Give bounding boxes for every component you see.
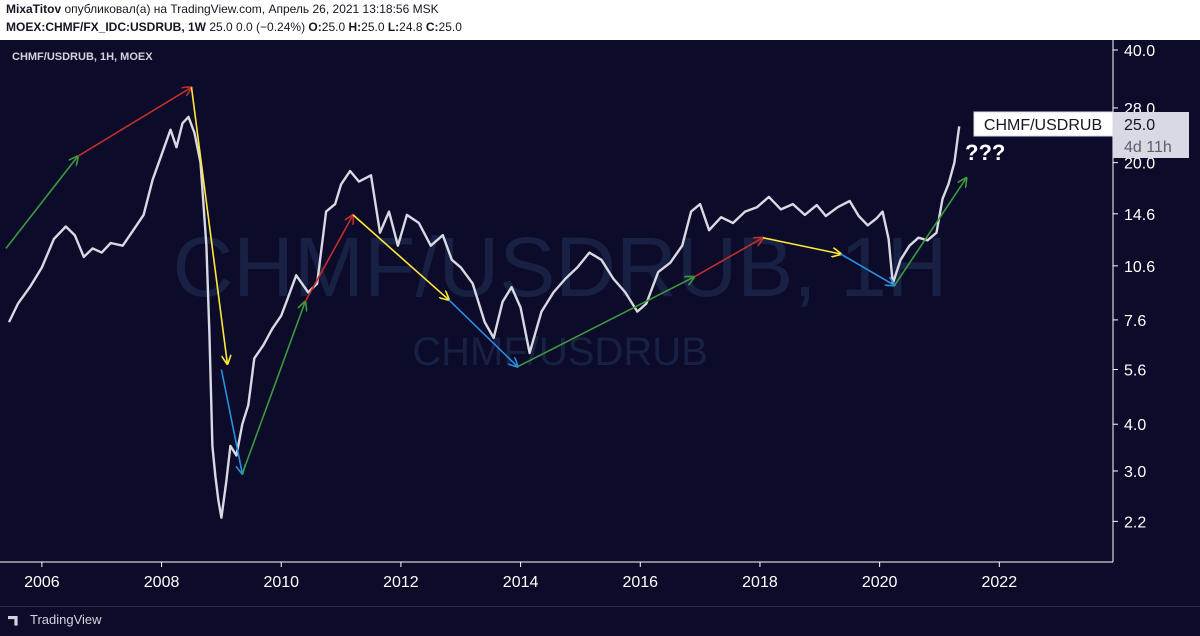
trend-arrow-green[interactable] — [517, 277, 695, 368]
chart-header: MixaTitov опубликовал(а) на TradingView.… — [0, 0, 1200, 40]
trend-arrow-red[interactable] — [693, 238, 763, 278]
series-layer — [7, 115, 961, 519]
trend-arrow-yellow[interactable] — [762, 236, 841, 254]
trend-arrow-green[interactable] — [893, 178, 967, 286]
trend-arrow-red[interactable] — [304, 215, 353, 303]
y-tick-label: 10.6 — [1124, 259, 1155, 276]
y-tick-label: 3.0 — [1124, 464, 1146, 481]
annotation-arrows[interactable] — [5, 87, 967, 474]
quote-values: 25.0 0.0 (−0.24%) — [209, 20, 306, 34]
x-tick-label: 2016 — [622, 574, 658, 591]
x-tick-label: 2018 — [742, 574, 778, 591]
x-tick-label: 2010 — [263, 574, 299, 591]
price-line — [7, 115, 961, 519]
x-tick-label: 2014 — [503, 574, 539, 591]
symbol-label: MOEX:CHMF/FX_IDC:USDRUB, 1W — [6, 20, 206, 34]
watermark-sub: CHMF/USDRUB — [412, 330, 708, 374]
quote-line: MOEX:CHMF/FX_IDC:USDRUB, 1W 25.0 0.0 (−0… — [6, 20, 462, 34]
trend-arrow-blue[interactable] — [220, 369, 242, 474]
price-axis[interactable]: 40.028.020.014.610.67.65.64.03.02.2 — [1113, 43, 1155, 531]
y-tick-label: 14.6 — [1124, 207, 1155, 224]
price-tag-box — [1113, 112, 1189, 158]
trend-arrow-yellow[interactable] — [352, 214, 449, 300]
trend-arrow-green[interactable] — [241, 302, 305, 474]
trend-arrow-red[interactable] — [77, 87, 192, 157]
x-tick-label: 2006 — [24, 574, 60, 591]
chart-panel[interactable]: CHMF/USDRUB, 1H CHMF/USDRUB CHMF/USDRUB,… — [0, 40, 1200, 606]
question-annotation: ??? — [965, 140, 1005, 165]
trend-arrow-green[interactable] — [5, 156, 78, 249]
price-chart[interactable]: CHMF/USDRUB, 1H CHMF/USDRUB CHMF/USDRUB,… — [0, 40, 1200, 606]
trend-arrow-blue[interactable] — [840, 253, 895, 285]
close-value: 25.0 — [438, 20, 462, 34]
y-tick-label: 7.6 — [1124, 313, 1146, 330]
open-value: 25.0 — [321, 20, 346, 34]
tradingview-logo-icon — [8, 615, 18, 626]
price-tag-countdown: 4d 11h — [1124, 139, 1172, 156]
low-label: L: — [387, 20, 400, 34]
x-tick-label: 2012 — [383, 574, 419, 591]
watermark-main: CHMF/USDRUB, 1H — [173, 220, 948, 314]
symbol-tag — [973, 111, 1114, 137]
trend-arrow-blue[interactable] — [448, 299, 518, 367]
author-name[interactable]: MixaTitov — [6, 2, 62, 16]
y-tick-label: 40.0 — [1124, 43, 1155, 60]
chart-legend: CHMF/USDRUB, 1H, MOEX — [12, 51, 153, 63]
last-price-tag: CHMF/USDRUB 25.0 4d 11h — [973, 111, 1189, 158]
publish-line: MixaTitov опубликовал(а) на TradingView.… — [6, 2, 439, 16]
y-tick-label: 5.6 — [1124, 363, 1146, 380]
symbol-tag-label: CHMF/USDRUB — [984, 117, 1102, 134]
high-value: 25.0 — [361, 20, 385, 34]
x-tick-label: 2020 — [862, 574, 898, 591]
published-text: опубликовал(а) на TradingView.com, Апрел… — [64, 2, 439, 16]
open-label: O: — [308, 20, 322, 34]
footer-bar: TradingView — [0, 606, 1200, 636]
high-label: H: — [348, 20, 362, 34]
time-axis[interactable]: 2006 2008 2010 2012 2014 2016 2018 2020 2022 — [24, 562, 1017, 591]
close-label: C: — [425, 20, 439, 34]
brand-name: TradingView — [30, 612, 102, 627]
trend-arrow-yellow[interactable] — [190, 87, 227, 364]
low-value: 24.8 — [399, 20, 423, 34]
x-tick-label: 2008 — [144, 574, 180, 591]
tradingview-logo[interactable]: TradingView — [8, 612, 102, 627]
y-tick-label: 2.2 — [1124, 514, 1146, 531]
y-tick-label: 4.0 — [1124, 417, 1146, 434]
x-tick-label: 2022 — [982, 574, 1018, 591]
price-tag-value: 25.0 — [1124, 117, 1155, 134]
y-tick-label: 20.0 — [1124, 156, 1155, 173]
